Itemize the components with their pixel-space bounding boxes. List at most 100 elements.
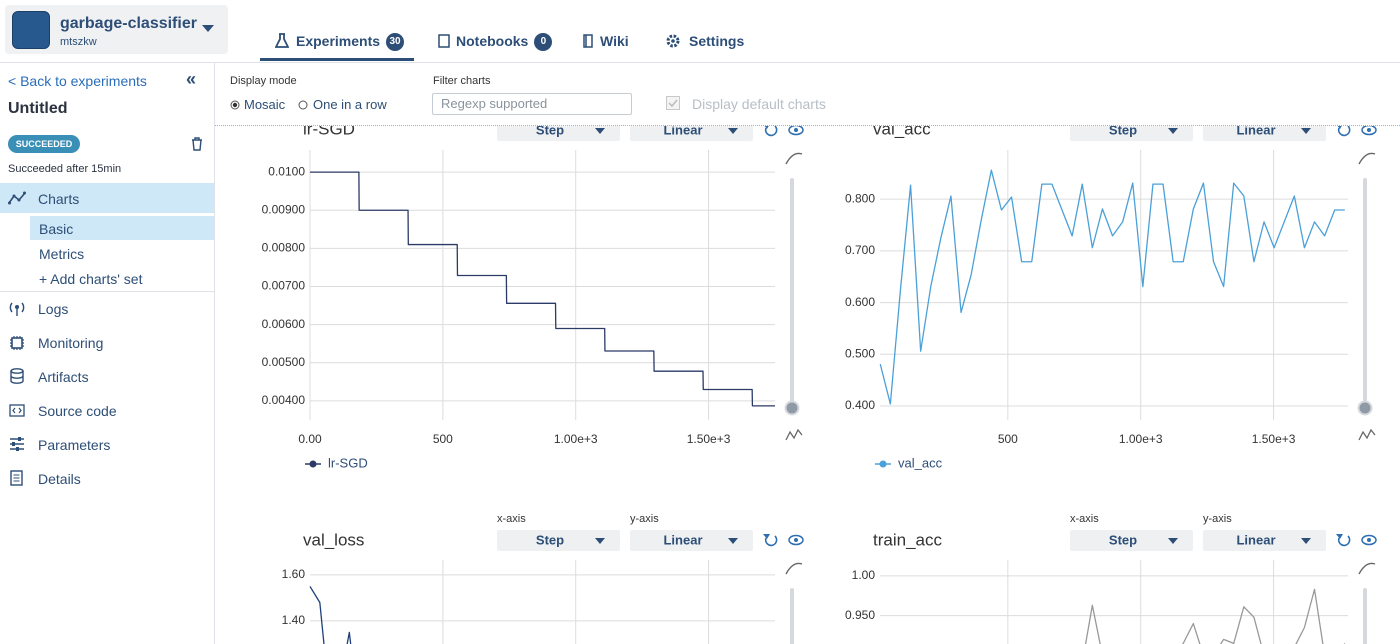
dropdown-caret bbox=[1168, 128, 1178, 134]
radio[interactable] bbox=[298, 100, 308, 110]
y-tick-label: 0.400 bbox=[845, 398, 875, 412]
axis-caption: y-axis bbox=[1203, 513, 1232, 525]
raw-icon[interactable] bbox=[1358, 428, 1376, 441]
nav-artifacts[interactable]: Artifacts bbox=[38, 369, 89, 385]
y-tick-label: 0.00600 bbox=[262, 317, 306, 331]
legend-label: lr-SGD bbox=[328, 455, 368, 470]
delete-icon[interactable] bbox=[191, 137, 203, 151]
header: garbage-classifier mtszkw Experiments 30 … bbox=[0, 0, 1400, 63]
smoothing-icon[interactable] bbox=[1358, 562, 1376, 575]
chart-title: val_loss bbox=[303, 530, 364, 549]
mode-option[interactable]: Mosaic bbox=[244, 97, 286, 112]
data-line bbox=[309, 586, 352, 644]
visibility-icon[interactable] bbox=[788, 534, 804, 546]
axis-caption: x-axis bbox=[497, 513, 526, 525]
collapse-button[interactable]: « bbox=[186, 69, 197, 89]
reset-icon[interactable] bbox=[1337, 535, 1351, 547]
dropdown-caret bbox=[202, 25, 214, 32]
data-line bbox=[879, 169, 1345, 405]
visibility-icon[interactable] bbox=[1361, 534, 1377, 546]
tab-settings[interactable]: Settings bbox=[689, 33, 745, 49]
y-tick-label: 0.00900 bbox=[262, 202, 306, 216]
smoothing-icon[interactable] bbox=[785, 152, 803, 165]
dropdown[interactable] bbox=[497, 530, 620, 551]
x-tick-label: 1.50e+3 bbox=[1252, 432, 1296, 446]
details-icon bbox=[10, 470, 23, 486]
axis-caption: x-axis bbox=[1070, 513, 1099, 525]
y-tick-label: 0.00700 bbox=[262, 279, 306, 293]
smoothing-icon[interactable] bbox=[785, 562, 803, 575]
dropdown-caret bbox=[1301, 538, 1311, 544]
raw-icon[interactable] bbox=[785, 428, 803, 441]
tab-label: Experiments bbox=[296, 33, 381, 49]
visibility-pupil bbox=[1367, 538, 1371, 542]
y-tick-label: 0.500 bbox=[845, 346, 875, 360]
tab-label: Notebooks bbox=[456, 33, 529, 49]
y-tick-label: 0.00400 bbox=[262, 393, 306, 407]
project-owner: mtszkw bbox=[60, 36, 97, 48]
dropdown-caret bbox=[728, 128, 738, 134]
default-charts-label: Display default charts bbox=[692, 96, 826, 112]
notebooks-icon bbox=[438, 34, 450, 48]
y-tick-label: 0.700 bbox=[845, 243, 875, 257]
reset-icon[interactable] bbox=[764, 535, 778, 547]
y-tick-label: 0.00800 bbox=[262, 241, 306, 255]
y-tick-label: 0.950 bbox=[845, 608, 875, 622]
project-name: garbage-classifier bbox=[60, 15, 197, 32]
experiment-title: Untitled bbox=[8, 100, 68, 117]
data-line bbox=[310, 171, 775, 407]
nav-charts[interactable]: Charts bbox=[38, 191, 80, 207]
y-tick-label: 0.00500 bbox=[262, 355, 306, 369]
dropdown[interactable] bbox=[1203, 530, 1326, 551]
wiki-icon bbox=[583, 34, 593, 48]
tab-wiki[interactable]: Wiki bbox=[600, 33, 629, 49]
smoothing-icon[interactable] bbox=[1358, 152, 1376, 165]
slider-knob[interactable] bbox=[784, 400, 800, 416]
visibility-pupil bbox=[794, 128, 798, 132]
dropdown-label: Linear bbox=[663, 122, 702, 137]
y-tick-label: 0.0100 bbox=[268, 164, 305, 178]
chart-set[interactable]: Basic bbox=[39, 221, 74, 237]
dropdown[interactable] bbox=[1070, 530, 1193, 551]
y-tick-label: 0.800 bbox=[845, 191, 875, 205]
tab-experiments[interactable]: Experiments 30 bbox=[296, 33, 405, 52]
legend-swatch bbox=[309, 460, 317, 468]
checkbox-disabled[interactable] bbox=[666, 96, 680, 110]
x-tick-label: 1.00e+3 bbox=[1119, 432, 1163, 446]
nav-details[interactable]: Details bbox=[38, 471, 81, 487]
settings-icon bbox=[666, 34, 680, 48]
chart-title: train_acc bbox=[873, 530, 942, 549]
axis-caption: y-axis bbox=[630, 513, 659, 525]
dropdown[interactable] bbox=[630, 530, 753, 551]
dropdown-caret bbox=[1168, 538, 1178, 544]
chart-set-active[interactable] bbox=[30, 216, 214, 240]
visibility-pupil bbox=[1367, 128, 1371, 132]
nav-source-code[interactable]: Source code bbox=[38, 403, 117, 419]
dropdown-label: Step bbox=[536, 532, 564, 547]
nav-logs[interactable]: Logs bbox=[38, 301, 69, 317]
nav-parameters[interactable]: Parameters bbox=[38, 437, 111, 453]
tab-notebooks[interactable]: Notebooks 0 bbox=[456, 33, 553, 52]
x-tick-label: 1.00e+3 bbox=[554, 432, 598, 446]
dropdown-caret bbox=[595, 128, 605, 134]
radio-selected[interactable] bbox=[230, 100, 240, 110]
project-selector[interactable]: garbage-classifier mtszkw bbox=[5, 5, 228, 54]
back-link[interactable]: < Back to experiments bbox=[8, 73, 147, 89]
filter-placeholder: Regexp supported bbox=[441, 96, 548, 111]
slider-knob[interactable] bbox=[1357, 400, 1373, 416]
nav-item-active[interactable] bbox=[0, 183, 214, 213]
nav-monitoring[interactable]: Monitoring bbox=[38, 335, 104, 351]
dropdown-label: Linear bbox=[1236, 532, 1275, 547]
x-tick-label: 0.00 bbox=[298, 432, 322, 446]
chart-set[interactable]: Metrics bbox=[39, 246, 85, 262]
reset-icon[interactable] bbox=[1337, 125, 1351, 137]
reset-arrow bbox=[1336, 534, 1343, 539]
add-chart-set[interactable]: + Add charts' set bbox=[39, 271, 143, 287]
status-note: Succeeded after 15min bbox=[8, 163, 122, 175]
mode-option[interactable]: One in a row bbox=[313, 97, 387, 112]
filter-input[interactable]: Regexp supported bbox=[432, 93, 632, 115]
dropdown-caret bbox=[728, 538, 738, 544]
reset-icon[interactable] bbox=[764, 125, 778, 137]
parameters-icon bbox=[10, 437, 24, 451]
active-tab-underline bbox=[260, 58, 414, 61]
